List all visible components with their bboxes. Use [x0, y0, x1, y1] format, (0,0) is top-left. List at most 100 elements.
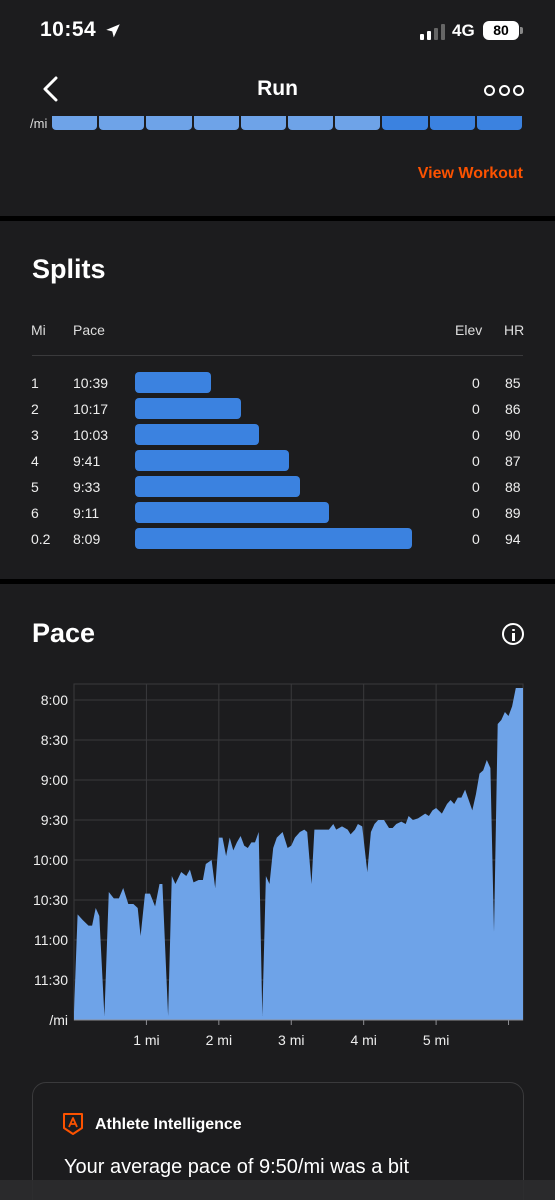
split-hr: 94	[505, 531, 521, 547]
split-mile: 2	[31, 401, 39, 417]
split-pace-bar	[135, 424, 260, 445]
splits-header-pace: Pace	[73, 322, 105, 338]
split-hr: 87	[505, 453, 521, 469]
pace-chart: 8:00 8:30 9:00 9:30 10:00 10:30 11:00 11:30/mi 1…	[33, 683, 524, 1048]
y-tick-label: /mi	[49, 1012, 68, 1028]
x-tick-label: 4 mi	[350, 1032, 376, 1048]
split-pace-bar	[135, 372, 212, 393]
split-hr: 89	[505, 505, 521, 521]
split-mile: 0.2	[31, 531, 51, 547]
pace-zone-bar	[429, 116, 475, 130]
split-elev: 0	[472, 401, 480, 417]
info-icon[interactable]	[502, 623, 524, 645]
split-pace-bar	[135, 502, 330, 523]
network-type: 4G	[452, 21, 475, 40]
location-arrow-icon	[106, 24, 120, 38]
pace-area-series	[74, 688, 523, 1020]
split-pace: 10:17	[73, 401, 109, 417]
y-tick-label: 11:00	[34, 932, 68, 948]
pace-zone-bar	[240, 116, 287, 130]
split-elev: 0	[472, 505, 480, 521]
splits-title: Splits	[32, 254, 106, 284]
split-elev: 0	[472, 427, 480, 443]
status-time: 10:54	[40, 18, 97, 41]
battery-icon: 80	[483, 21, 519, 40]
y-tick-label: 9:00	[41, 772, 68, 788]
info-icon-dot	[512, 628, 515, 631]
pace-zone-bar	[335, 116, 381, 130]
splits-header-hr: HR	[504, 322, 525, 338]
split-pace: 9:11	[73, 505, 100, 521]
split-mile: 1	[31, 375, 39, 391]
split-row: 4 9:41 0 87	[0, 450, 555, 472]
split-hr: 86	[505, 401, 521, 417]
split-elev: 0	[472, 479, 480, 495]
x-tick-label: 5 mi	[423, 1032, 449, 1048]
split-pace: 9:33	[73, 479, 101, 495]
pace-zone-bar	[476, 116, 523, 130]
y-tick-label: 11:30	[34, 972, 68, 988]
pace-zone-bar	[99, 116, 145, 130]
split-mile: 4	[31, 453, 39, 469]
page-title: Run	[257, 77, 298, 100]
more-options-button[interactable]	[484, 78, 524, 102]
pace-zone-bar	[288, 116, 334, 130]
split-hr: 85	[505, 375, 521, 391]
workout-summary-card	[0, 116, 555, 216]
athlete-intelligence-text: Your average pace of 9:50/mi was a bit	[64, 1156, 410, 1178]
split-elev: 0	[472, 453, 480, 469]
split-pace-bar	[135, 398, 241, 419]
split-row: 5 9:33 0 88	[0, 476, 555, 498]
split-row: 0.2 8:09 0 94	[0, 528, 555, 550]
battery-cap	[520, 27, 523, 34]
y-tick-label: 10:00	[33, 852, 68, 868]
split-row: 6 9:11 0 89	[0, 502, 555, 524]
athlete-intelligence-title: Athlete Intelligence	[95, 1116, 242, 1133]
split-row: 2 10:17 0 86	[0, 398, 555, 420]
split-elev: 0	[472, 531, 480, 547]
bottom-fade	[0, 1180, 555, 1200]
pace-zone-bar	[146, 116, 192, 130]
more-horizontal-icon	[513, 84, 524, 96]
x-tick-label: 1 mi	[133, 1032, 159, 1048]
x-tick-label: 3 mi	[278, 1032, 304, 1048]
split-pace-bar	[135, 476, 300, 497]
splits-header-mi: Mi	[31, 322, 46, 338]
nav-bar: Run	[0, 62, 555, 116]
split-pace: 10:39	[73, 375, 109, 391]
split-pace-bar	[135, 450, 289, 471]
pace-zone-bar	[193, 116, 239, 130]
pace-title: Pace	[32, 618, 96, 648]
back-button[interactable]	[36, 74, 66, 104]
split-row: 1 10:39 0 85	[0, 372, 555, 394]
split-hr: 90	[505, 427, 521, 443]
split-pace: 10:03	[73, 427, 109, 443]
splits-header-elev: Elev	[455, 322, 483, 338]
view-workout-link[interactable]: View Workout	[417, 165, 523, 182]
pace-zone-bar	[52, 116, 98, 130]
more-horizontal-icon	[498, 84, 510, 96]
split-pace: 9:41	[73, 453, 101, 469]
status-bar: 10:54 4G 80	[0, 0, 555, 62]
y-tick-label: 9:30	[41, 812, 68, 828]
split-mile: 6	[31, 505, 39, 521]
y-tick-label: 8:00	[41, 692, 68, 708]
splits-divider	[32, 355, 523, 356]
split-pace-bar	[135, 528, 412, 549]
split-elev: 0	[472, 375, 480, 391]
athlete-intelligence-icon	[63, 1113, 83, 1135]
x-tick-label: 2 mi	[206, 1032, 232, 1048]
cellular-signal-icon	[420, 24, 445, 40]
split-mile: 5	[31, 479, 39, 495]
split-hr: 88	[505, 479, 521, 495]
split-pace: 8:09	[73, 531, 101, 547]
info-icon-bar	[512, 633, 515, 641]
y-tick-label: 8:30	[41, 732, 68, 748]
more-horizontal-icon	[484, 84, 495, 96]
pace-zone-bars	[52, 116, 523, 130]
split-mile: 3	[31, 427, 39, 443]
y-tick-label: 10:30	[33, 892, 68, 908]
pace-axis-unit: /mi	[30, 116, 48, 131]
chevron-left-icon	[43, 76, 58, 102]
split-row: 3 10:03 0 90	[0, 424, 555, 446]
